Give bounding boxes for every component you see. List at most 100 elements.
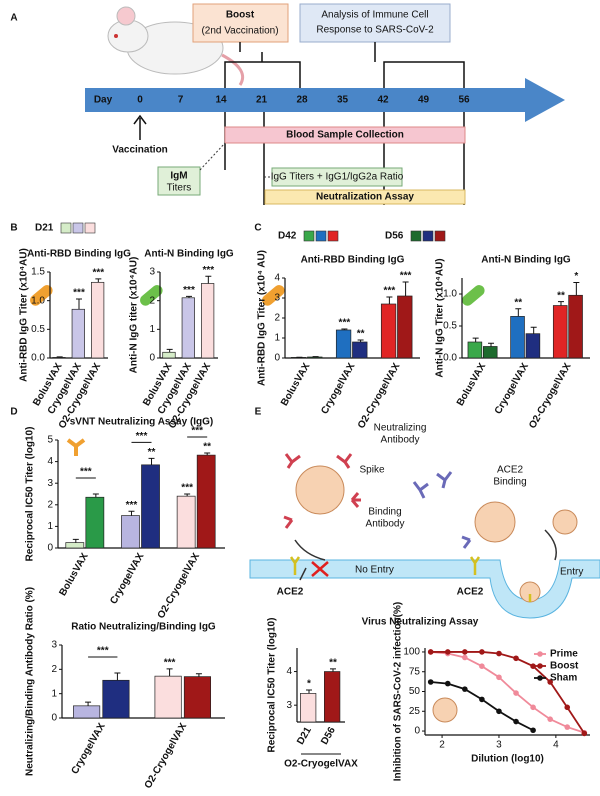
diagram-label: Antibody [366, 519, 405, 530]
error-bar [472, 337, 479, 342]
significance: *** [384, 286, 396, 297]
bar [510, 316, 525, 359]
legend-swatch [84, 222, 96, 234]
y-tick-label: 2 [149, 295, 155, 306]
x-tick-label: O2-CryogelVAX [156, 551, 203, 621]
y-tick-label: 1 [149, 324, 155, 335]
pill-icon [462, 285, 485, 306]
analysis-label: Response to SARS-CoV-2 [316, 25, 434, 36]
bar [307, 356, 323, 359]
y-tick-label: 1.0 [443, 289, 457, 300]
legend-label: Boost [550, 661, 579, 672]
significance: *** [191, 426, 203, 437]
error-bar [166, 668, 173, 677]
error-bar [488, 342, 495, 347]
y-tick-label: 1 [51, 688, 57, 699]
significance: ** [203, 442, 211, 453]
bar [324, 671, 341, 723]
bar [300, 693, 317, 723]
significance: ** [148, 447, 156, 458]
bar [176, 495, 196, 549]
neutralization-label: Neutralization Assay [316, 192, 414, 203]
significance: ** [514, 297, 522, 308]
panel-letter: C [254, 223, 261, 234]
error-bar [357, 339, 364, 342]
point [564, 704, 571, 711]
y-axis-label: Inhibition of SARS-CoV-2 infection(%) [393, 602, 404, 781]
y-tick-label: 1.0 [31, 295, 45, 306]
significance: *** [339, 318, 351, 329]
error-bar [186, 295, 192, 298]
point [444, 649, 451, 655]
y-tick-label: 0.5 [31, 324, 45, 335]
y-tick-label: 0 [51, 713, 57, 724]
bar [482, 346, 498, 359]
error-bar [92, 493, 99, 498]
diagram-label: Spike [359, 465, 384, 476]
diagram-label: No Entry [355, 565, 394, 576]
error-bar [204, 452, 211, 456]
igm-label: IgM [170, 171, 187, 182]
y-tick-label: 2 [47, 499, 53, 510]
point [462, 686, 468, 692]
bar [65, 542, 85, 549]
legend-swatch [327, 230, 339, 242]
y-tick-label: 100 [403, 647, 420, 658]
point [564, 724, 571, 730]
error-bar [341, 328, 348, 330]
day-tick-label: 7 [178, 95, 184, 106]
significance: *** [73, 288, 85, 299]
panel-letter: D [10, 407, 17, 418]
y-tick-label: 4 [47, 456, 53, 467]
bar [181, 297, 195, 359]
y-tick-label: 0 [274, 353, 280, 364]
error-bar [573, 281, 580, 296]
y-tick-label: 1 [274, 333, 280, 344]
y-tick-label: 5 [47, 435, 53, 446]
y-tick-label: 0 [414, 726, 420, 737]
bar [71, 308, 85, 359]
point [530, 663, 536, 669]
y-tick-label: 0.5 [443, 321, 457, 332]
point [496, 650, 502, 657]
day-tick-label: 14 [215, 95, 227, 106]
diagram-label: Entry [560, 567, 583, 578]
point [513, 690, 519, 696]
legend-swatch [72, 222, 84, 234]
x-tick-label: CryogelVAX [70, 721, 108, 776]
bar [162, 351, 176, 359]
bar [525, 333, 541, 359]
neutralization-bar [264, 189, 466, 205]
significance: * [307, 679, 311, 690]
mechanism-diagram [249, 453, 600, 619]
panel-letter: A [10, 13, 17, 24]
y-tick-label: 3 [274, 293, 280, 304]
error-bar [76, 298, 82, 310]
error-bar [306, 689, 312, 694]
point [496, 674, 502, 681]
y-tick-label: 1 [47, 521, 53, 532]
y-tick-label: 3 [51, 640, 57, 651]
y-tick-label: 2 [51, 664, 57, 675]
y-axis-label: Anti-RBD IgG Titer (x10⁴AU) [19, 248, 30, 382]
legend-label: Sham [550, 673, 577, 684]
x-tick-label: 2 [439, 740, 445, 751]
significance: *** [136, 431, 148, 442]
legend-swatch [303, 230, 315, 242]
vaccination-label: Vaccination [112, 145, 168, 156]
error-bar [184, 493, 191, 497]
point [496, 708, 502, 715]
y-tick-label: 1.5 [31, 267, 45, 278]
significance: ** [357, 329, 365, 340]
error-bar [205, 275, 212, 284]
point [479, 663, 485, 669]
legend-swatch [410, 230, 422, 242]
bar [73, 705, 101, 719]
y-axis-label: Neutralizing/Binding Antibody Ratio (%) [25, 587, 36, 776]
point [462, 654, 468, 661]
legend-swatch [315, 230, 327, 242]
chart-title: sVNT Neutralizing Assay (IgG) [70, 417, 214, 428]
error-bar [402, 281, 409, 296]
diagram-label: ACE2 [457, 587, 484, 598]
point [513, 655, 519, 662]
